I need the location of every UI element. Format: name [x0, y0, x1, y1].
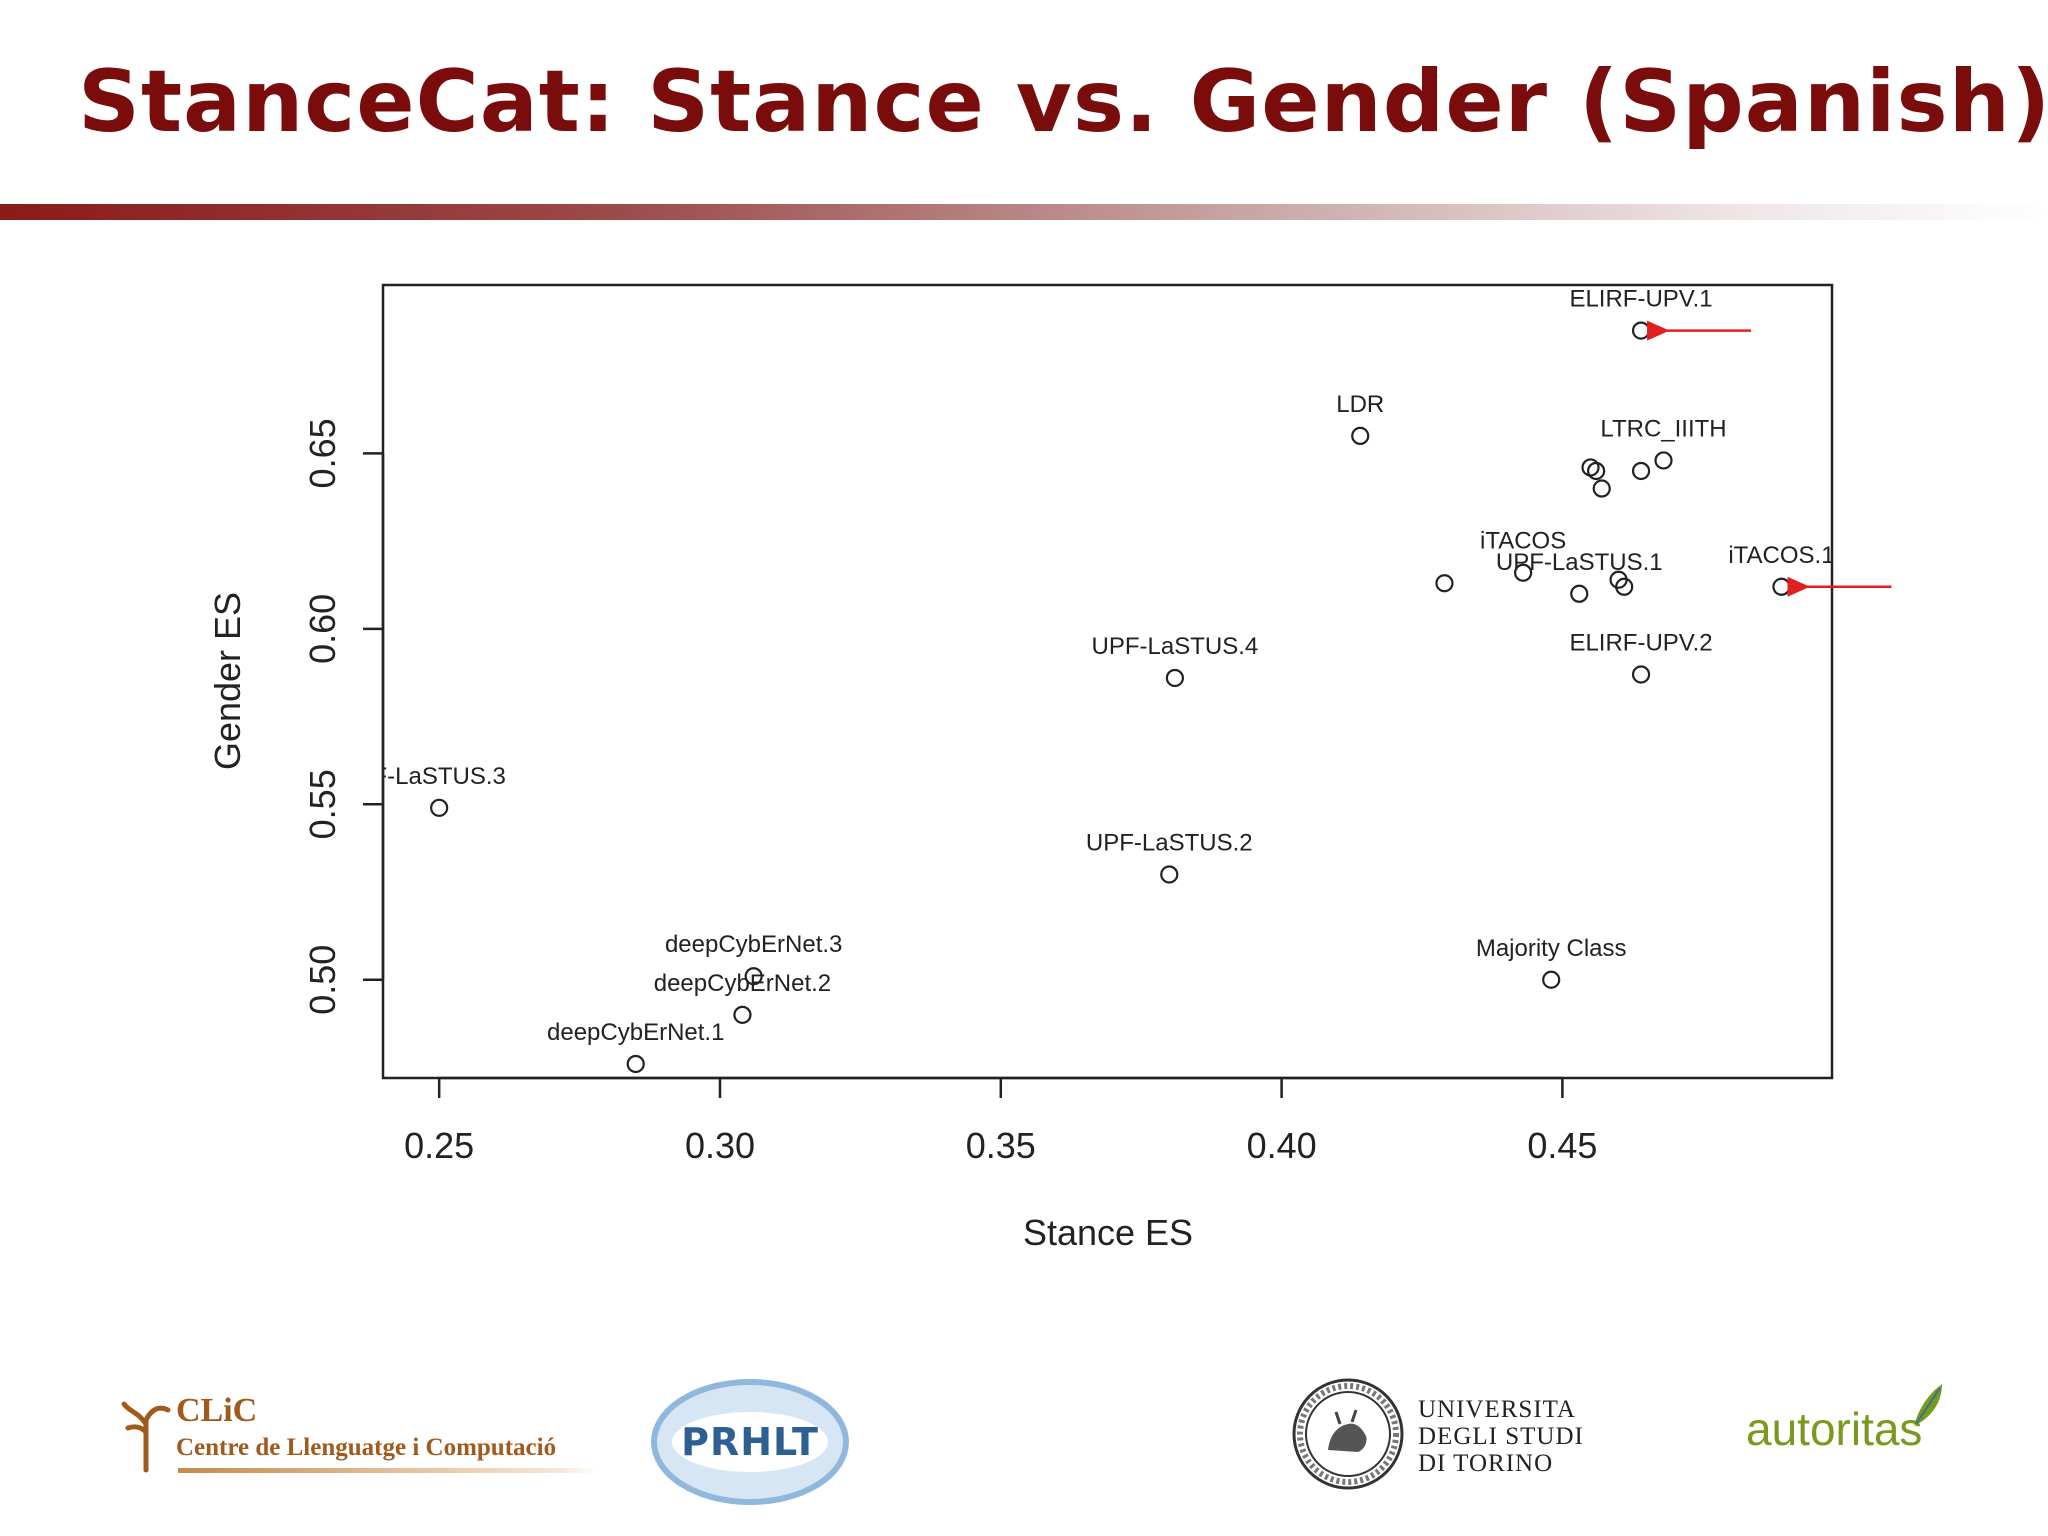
y-tick-label: 0.65: [302, 418, 343, 488]
title-divider: [0, 204, 2048, 220]
point-label: iTACOS.1: [1728, 542, 1834, 569]
point-label: UPF-LaSTUS.2: [1086, 829, 1253, 856]
autoritas-text: autoritas: [1746, 1403, 1923, 1455]
data-point: [1772, 577, 1791, 596]
data-point: [1587, 461, 1606, 481]
clic-underline: [178, 1468, 598, 1473]
clic-subtitle: Centre de Llenguatge i Computació: [176, 1434, 557, 1461]
data-point: [1631, 665, 1651, 684]
point-label: deepCybErNet.2: [654, 970, 831, 997]
data-point: [733, 1005, 752, 1024]
point-label: deepCybErNet.3: [665, 931, 842, 958]
data-point: [1631, 321, 1651, 340]
point-label: UPF-LaSTUS.1: [1496, 549, 1663, 576]
prhlt-oval-icon: [651, 1379, 849, 1505]
y-tick-label: 0.55: [302, 769, 343, 839]
data-point: [1165, 668, 1184, 688]
y-tick-label: 0.50: [302, 945, 343, 1015]
data-point: [1631, 461, 1651, 481]
autoritas-logo: autoritas: [1740, 1380, 1960, 1460]
x-tick-label: 0.25: [404, 1125, 474, 1166]
point-label: F-LaSTUS.3: [372, 763, 505, 790]
y-axis-label: Gender ES: [207, 592, 248, 770]
point-label: UPF-LaSTUS.4: [1092, 633, 1259, 660]
prhlt-text: PRHLT: [681, 1420, 819, 1464]
point-label: ELIRF-UPV.2: [1569, 629, 1712, 656]
data-point: [1570, 584, 1589, 603]
point-label: iTACOS: [1480, 528, 1566, 555]
unito-text: UNIVERSITA DEGLI STUDI DI TORINO: [1418, 1396, 1584, 1477]
data-point: [430, 798, 449, 817]
x-axis-label: Stance ES: [1023, 1212, 1193, 1253]
university-seal-icon: [1292, 1378, 1404, 1490]
prhlt-logo: PRHLT: [650, 1378, 850, 1506]
x-tick-label: 0.40: [1247, 1125, 1317, 1166]
data-point: [626, 1054, 645, 1074]
point-label: ELIRF-UPV.1: [1569, 286, 1712, 313]
scatter-chart: ELIRF-UPV.1LDRLTRC_IIITHiTACOSUPF-LaSTUS…: [207, 283, 1892, 1253]
leaf-icon: [1914, 1384, 1942, 1426]
data-point: [1435, 574, 1454, 593]
data-point: [1581, 458, 1600, 477]
data-point: [744, 967, 763, 986]
clic-name: CLiC: [176, 1392, 258, 1429]
x-tick-label: 0.30: [685, 1125, 755, 1166]
clic-tree-icon: [121, 1401, 171, 1473]
data-point: [1542, 970, 1561, 989]
unito-logo: UNIVERSITA DEGLI STUDI DI TORINO: [1290, 1376, 1610, 1496]
point-label: Majority Class: [1476, 935, 1627, 962]
data-point: [1615, 577, 1634, 596]
point-label: LDR: [1336, 391, 1384, 418]
clic-logo: CLiC Centre de Llenguatge i Computació: [118, 1390, 608, 1480]
slide-title: StanceCat: Stance vs. Gender (Spanish): [78, 52, 2048, 152]
x-tick-label: 0.35: [966, 1125, 1036, 1166]
point-label: LTRC_IIITH: [1600, 415, 1726, 442]
data-point: [1514, 563, 1533, 582]
data-point: [1592, 479, 1611, 498]
data-point: [1654, 451, 1673, 470]
data-point: [1160, 865, 1179, 884]
data-point: [1351, 426, 1370, 445]
point-label: deepCybErNet.1: [547, 1019, 724, 1046]
x-tick-label: 0.45: [1527, 1125, 1597, 1166]
y-tick-label: 0.60: [302, 594, 343, 664]
